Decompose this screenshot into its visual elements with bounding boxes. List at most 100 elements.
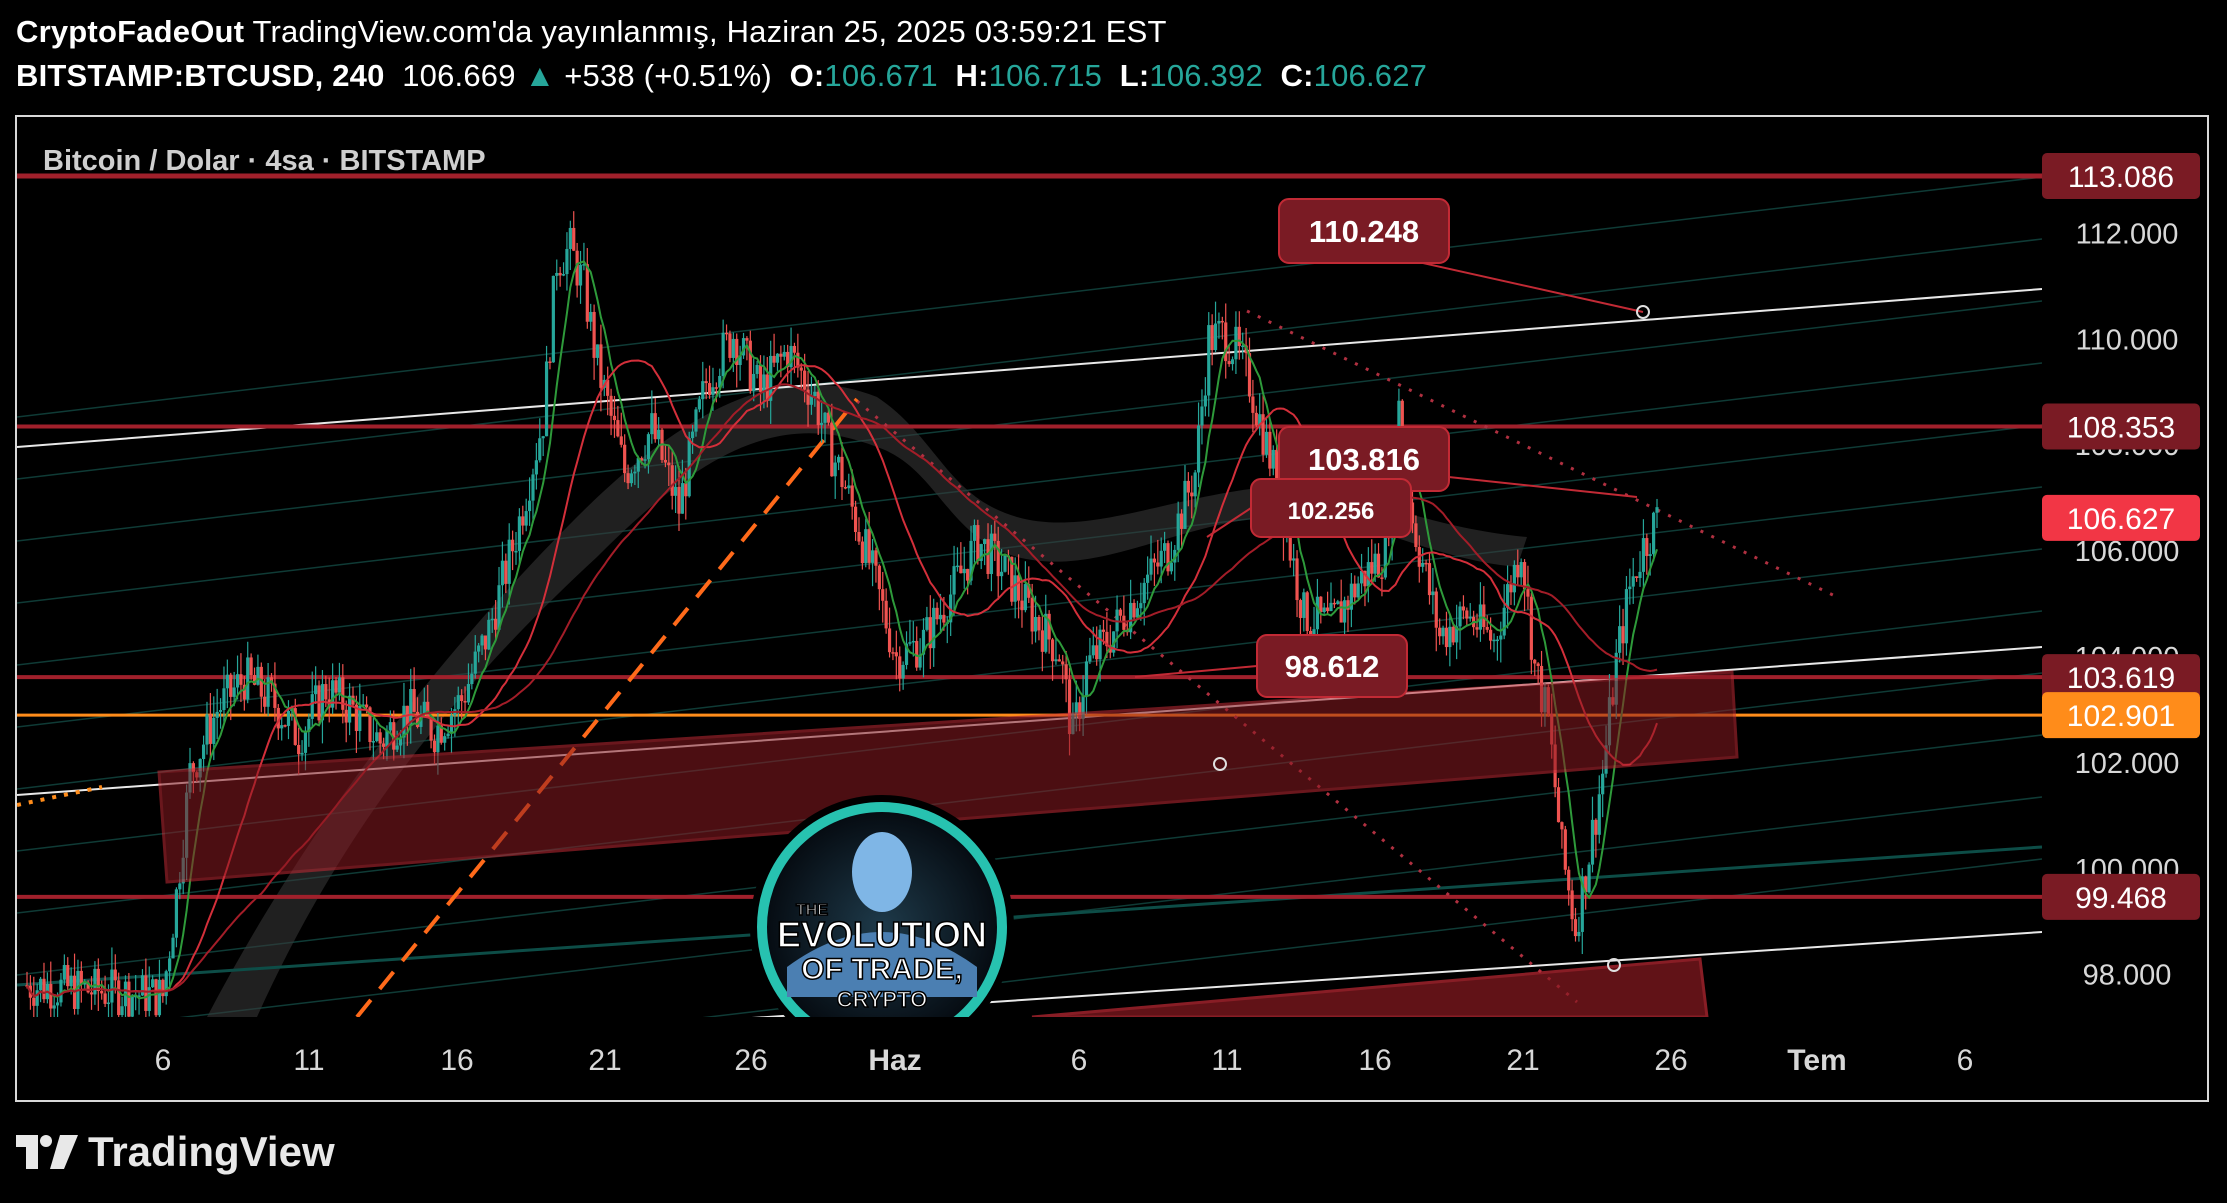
candle-body: [1166, 543, 1170, 572]
candle-body: [83, 982, 87, 985]
candle-body: [256, 666, 260, 685]
candle-body: [932, 607, 936, 649]
candle-body: [1587, 864, 1591, 893]
candle-body: [1621, 626, 1625, 644]
candle-body: [1105, 631, 1109, 647]
candle-body: [1050, 639, 1055, 662]
candle-body: [891, 652, 895, 654]
candle-body: [1037, 616, 1041, 631]
mid-ma-line: [26, 359, 1658, 998]
candle-body: [640, 458, 644, 461]
candle-body: [748, 340, 752, 392]
orange-dotted-line: [17, 785, 103, 807]
price-axis-badge: [2042, 494, 2200, 541]
candle-body: [1349, 583, 1353, 610]
candle-body: [1179, 513, 1184, 529]
y-tick-label: 102.000: [2075, 748, 2180, 780]
candle-body: [310, 694, 314, 719]
candle-body: [500, 560, 505, 586]
candle-body: [38, 978, 43, 991]
candle-body: [1186, 480, 1190, 493]
candle-body: [531, 474, 535, 501]
candle-body: [504, 560, 508, 584]
x-tick-label: 26: [734, 1044, 767, 1077]
x-tick-label: 6: [1957, 1044, 1974, 1077]
candle-body: [371, 741, 375, 743]
candle-body: [1271, 449, 1275, 469]
candle-body: [511, 539, 515, 552]
candle-body: [168, 958, 172, 972]
candle-body: [884, 600, 888, 629]
candle-body: [792, 345, 797, 353]
candle-body: [385, 730, 389, 747]
candle-body: [106, 1002, 111, 1005]
candle-body: [1482, 604, 1486, 627]
candle-body: [1033, 616, 1038, 632]
candle-body: [650, 413, 654, 435]
candle-body: [1655, 507, 1659, 513]
candle-body: [663, 459, 668, 463]
chart-title: Bitcoin / Dolar · 4sa · BITSTAMP: [43, 145, 486, 177]
candle-body: [551, 275, 555, 363]
candle-body: [589, 311, 593, 322]
candle-body: [439, 725, 443, 743]
candle-body: [59, 979, 63, 1003]
candle-body: [741, 338, 746, 356]
candle-body: [585, 264, 589, 322]
candle-body: [1135, 608, 1140, 618]
author-name[interactable]: CryptoFadeOut: [16, 14, 245, 49]
candle-body: [1533, 659, 1537, 664]
price-axis-badge: [2042, 654, 2200, 701]
candle-body: [1567, 869, 1571, 891]
candle-body: [565, 248, 569, 275]
candle-body: [592, 311, 596, 358]
candle-body: [331, 680, 335, 708]
price-axis-value: 106.627: [2067, 503, 2175, 536]
tradingview-logo[interactable]: TradingView: [16, 1128, 335, 1176]
candle-body: [1326, 607, 1330, 612]
chart-frame[interactable]: THE EVOLUTION OF TRADE, CRYPTO 112.000 110.0…: [15, 115, 2209, 1102]
candle-body: [1101, 629, 1106, 632]
candle-body: [1489, 629, 1493, 641]
candle-body: [690, 431, 695, 439]
candle-body: [1030, 597, 1034, 632]
candle-body: [1292, 558, 1296, 561]
candle-body: [494, 618, 498, 630]
candle-body: [1122, 615, 1126, 630]
candle-body: [398, 737, 403, 746]
candle-body: [1196, 425, 1201, 473]
candle-body: [52, 1005, 56, 1009]
candle-body: [1190, 492, 1194, 497]
candle-body: [517, 516, 521, 551]
candle-body: [867, 529, 871, 563]
candle-body: [1193, 472, 1197, 497]
candle-body: [799, 367, 803, 371]
candle-body: [1431, 591, 1435, 596]
candle-body: [874, 550, 878, 566]
badge-text: THE: [796, 902, 828, 919]
candle-body: [847, 485, 851, 489]
candle-body: [925, 617, 929, 630]
x-tick-label: 11: [293, 1044, 324, 1077]
candle-body: [361, 704, 365, 707]
x-tick-label: 11: [1211, 1044, 1242, 1077]
candle-body: [144, 975, 148, 1011]
candle-body: [1016, 575, 1021, 601]
candle-body: [1003, 555, 1007, 572]
candle-body: [1067, 679, 1072, 735]
candle-body: [1098, 629, 1102, 660]
candle-body: [1410, 502, 1415, 524]
candle-body: [820, 422, 824, 426]
candle-body: [388, 722, 392, 731]
candle-body: [1448, 626, 1452, 648]
candle-body: [426, 701, 430, 718]
candle-body: [541, 436, 545, 439]
candle-body: [113, 969, 117, 981]
candle-body: [996, 540, 1000, 577]
candle-body: [1451, 626, 1455, 643]
candle-body: [103, 993, 107, 1004]
candle-body: [1213, 323, 1218, 351]
candle-body: [582, 264, 586, 266]
x-tick-label: Tem: [1787, 1044, 1846, 1077]
